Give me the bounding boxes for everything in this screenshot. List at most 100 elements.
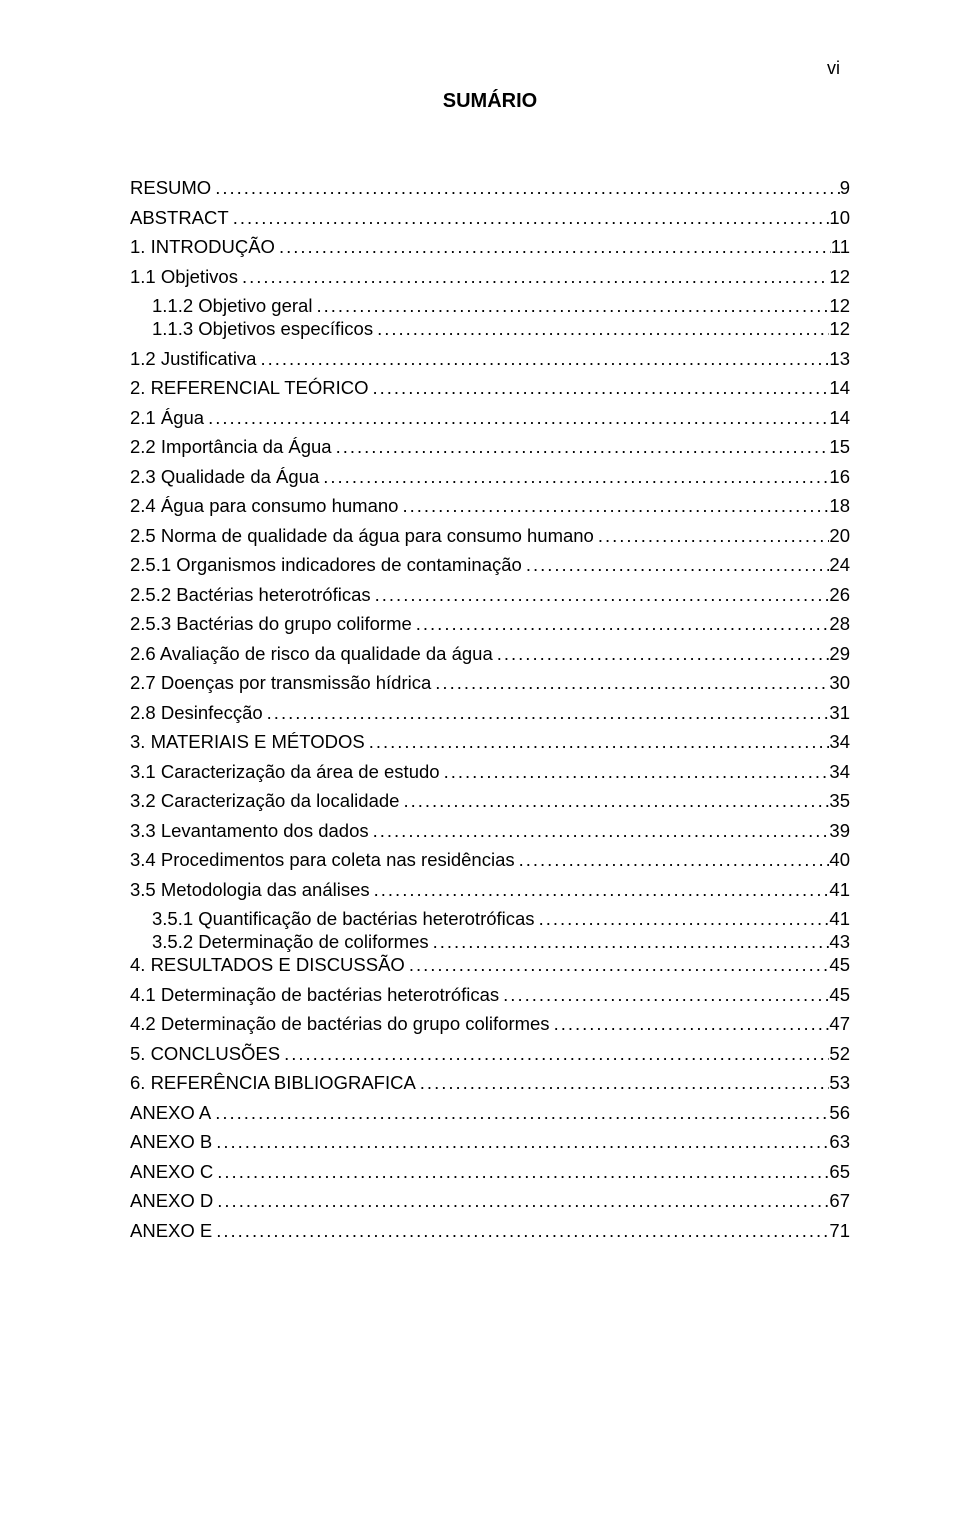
- toc-leader-dots: ........................................…: [535, 910, 830, 929]
- toc-entry-page: 11: [831, 238, 850, 257]
- toc-leader-dots: ........................................…: [332, 438, 830, 457]
- toc-entry-page: 26: [829, 586, 850, 605]
- toc-leader-dots: ........................................…: [398, 497, 829, 516]
- toc-entry-page: 63: [829, 1133, 850, 1152]
- toc-row: 2.5.2 Bactérias heterotróficas..........…: [130, 586, 850, 605]
- toc-leader-dots: ........................................…: [431, 674, 829, 693]
- toc-leader-dots: ........................................…: [213, 1163, 829, 1182]
- toc-leader-dots: ........................................…: [263, 704, 830, 723]
- toc-leader-dots: ........................................…: [369, 379, 830, 398]
- toc-leader-dots: ........................................…: [499, 986, 829, 1005]
- toc-leader-dots: ........................................…: [412, 615, 830, 634]
- toc-entry-page: 9: [840, 179, 850, 198]
- toc-row: 4.1 Determinação de bactérias heterotróf…: [130, 986, 850, 1005]
- toc-leader-dots: ........................................…: [280, 1045, 829, 1064]
- toc-leader-dots: ........................................…: [275, 238, 831, 257]
- toc-entry-label: 3. MATERIAIS E MÉTODOS: [130, 733, 365, 752]
- toc-row: 3.5.1 Quantificação de bactérias heterot…: [130, 910, 850, 929]
- toc-leader-dots: ........................................…: [429, 933, 830, 952]
- toc-leader-dots: ........................................…: [416, 1074, 830, 1093]
- toc-entry-label: 1.1 Objetivos: [130, 268, 238, 287]
- toc-row: 2.7 Doenças por transmissão hídrica.....…: [130, 674, 850, 693]
- toc-entry-label: 1.1.2 Objetivo geral: [152, 297, 312, 316]
- toc-entry-label: 2.4 Água para consumo humano: [130, 497, 398, 516]
- toc-row: ABSTRACT................................…: [130, 209, 850, 228]
- toc-row: 1. INTRODUÇÃO...........................…: [130, 238, 850, 257]
- toc-row: 4.2 Determinação de bactérias do grupo c…: [130, 1015, 850, 1034]
- toc-entry-page: 52: [829, 1045, 850, 1064]
- toc-entry-page: 13: [829, 350, 850, 369]
- toc-leader-dots: ........................................…: [515, 851, 830, 870]
- toc-entry-page: 12: [829, 268, 850, 287]
- toc-leader-dots: ........................................…: [405, 956, 830, 975]
- toc-entry-page: 45: [829, 986, 850, 1005]
- toc-entry-page: 16: [829, 468, 850, 487]
- toc-entry-label: 2.5.3 Bactérias do grupo coliforme: [130, 615, 412, 634]
- toc-entry-page: 31: [829, 704, 850, 723]
- toc-entry-page: 20: [829, 527, 850, 546]
- toc-entry-label: 4.2 Determinação de bactérias do grupo c…: [130, 1015, 550, 1034]
- toc-title: SUMÁRIO: [130, 90, 850, 113]
- toc-entry-label: 3.4 Procedimentos para coleta nas residê…: [130, 851, 515, 870]
- toc-leader-dots: ........................................…: [493, 645, 830, 664]
- toc-entry-label: ANEXO A: [130, 1104, 211, 1123]
- toc-row: 2. REFERENCIAL TEÓRICO..................…: [130, 379, 850, 398]
- toc-row: 6. REFERÊNCIA BIBLIOGRAFICA.............…: [130, 1074, 850, 1093]
- page-number: vi: [827, 58, 840, 79]
- toc-entry-page: 43: [829, 933, 850, 952]
- toc-leader-dots: ........................................…: [373, 320, 829, 339]
- toc-entry-page: 34: [829, 763, 850, 782]
- toc-leader-dots: ........................................…: [212, 1133, 829, 1152]
- toc-entry-page: 65: [829, 1163, 850, 1182]
- toc-row: 3.2 Caracterização da localidade........…: [130, 792, 850, 811]
- toc-entry-label: 4. RESULTADOS E DISCUSSÃO: [130, 956, 405, 975]
- toc-list: RESUMO..................................…: [130, 179, 850, 1240]
- toc-entry-label: 6. REFERÊNCIA BIBLIOGRAFICA: [130, 1074, 416, 1093]
- toc-entry-page: 45: [829, 956, 850, 975]
- toc-leader-dots: ........................................…: [312, 297, 829, 316]
- toc-entry-label: 3.5 Metodologia das análises: [130, 881, 370, 900]
- toc-leader-dots: ........................................…: [371, 586, 830, 605]
- toc-row: 3.5.2 Determinação de coliformes........…: [130, 933, 850, 952]
- toc-entry-page: 14: [829, 409, 850, 428]
- toc-entry-label: ANEXO D: [130, 1192, 213, 1211]
- toc-entry-label: 2. REFERENCIAL TEÓRICO: [130, 379, 369, 398]
- toc-entry-label: 4.1 Determinação de bactérias heterotróf…: [130, 986, 499, 1005]
- toc-row: 2.1 Água................................…: [130, 409, 850, 428]
- toc-entry-label: 3.1 Caracterização da área de estudo: [130, 763, 440, 782]
- toc-row: 2.6 Avaliação de risco da qualidade da á…: [130, 645, 850, 664]
- toc-row: 1.1 Objetivos...........................…: [130, 268, 850, 287]
- toc-entry-label: 3.5.2 Determinação de coliformes: [152, 933, 429, 952]
- toc-entry-label: RESUMO: [130, 179, 211, 198]
- toc-row: ANEXO B.................................…: [130, 1133, 850, 1152]
- toc-row: ANEXO D.................................…: [130, 1192, 850, 1211]
- toc-entry-label: ABSTRACT: [130, 209, 229, 228]
- toc-entry-label: 1.1.3 Objetivos específicos: [152, 320, 373, 339]
- toc-entry-label: 3.3 Levantamento dos dados: [130, 822, 369, 841]
- toc-entry-page: 10: [829, 209, 850, 228]
- toc-entry-page: 53: [829, 1074, 850, 1093]
- toc-entry-label: 2.7 Doenças por transmissão hídrica: [130, 674, 431, 693]
- toc-row: 1.1.2 Objetivo geral....................…: [130, 297, 850, 316]
- toc-row: 2.2 Importância da Água.................…: [130, 438, 850, 457]
- toc-leader-dots: ........................................…: [399, 792, 829, 811]
- toc-entry-label: 2.6 Avaliação de risco da qualidade da á…: [130, 645, 493, 664]
- toc-leader-dots: ........................................…: [256, 350, 829, 369]
- toc-leader-dots: ........................................…: [319, 468, 829, 487]
- toc-leader-dots: ........................................…: [238, 268, 829, 287]
- toc-row: RESUMO..................................…: [130, 179, 850, 198]
- toc-entry-page: 34: [829, 733, 850, 752]
- toc-entry-label: 3.2 Caracterização da localidade: [130, 792, 399, 811]
- toc-row: 2.5 Norma de qualidade da água para cons…: [130, 527, 850, 546]
- toc-row: 3.1 Caracterização da área de estudo....…: [130, 763, 850, 782]
- toc-leader-dots: ........................................…: [213, 1192, 829, 1211]
- toc-leader-dots: ........................................…: [522, 556, 830, 575]
- toc-row: 3.3 Levantamento dos dados..............…: [130, 822, 850, 841]
- toc-row: 2.4 Água para consumo humano............…: [130, 497, 850, 516]
- toc-entry-page: 35: [829, 792, 850, 811]
- toc-entry-page: 41: [829, 910, 850, 929]
- toc-entry-page: 14: [829, 379, 850, 398]
- toc-row: 1.1.3 Objetivos específicos.............…: [130, 320, 850, 339]
- toc-leader-dots: ........................................…: [370, 881, 830, 900]
- toc-entry-page: 47: [829, 1015, 850, 1034]
